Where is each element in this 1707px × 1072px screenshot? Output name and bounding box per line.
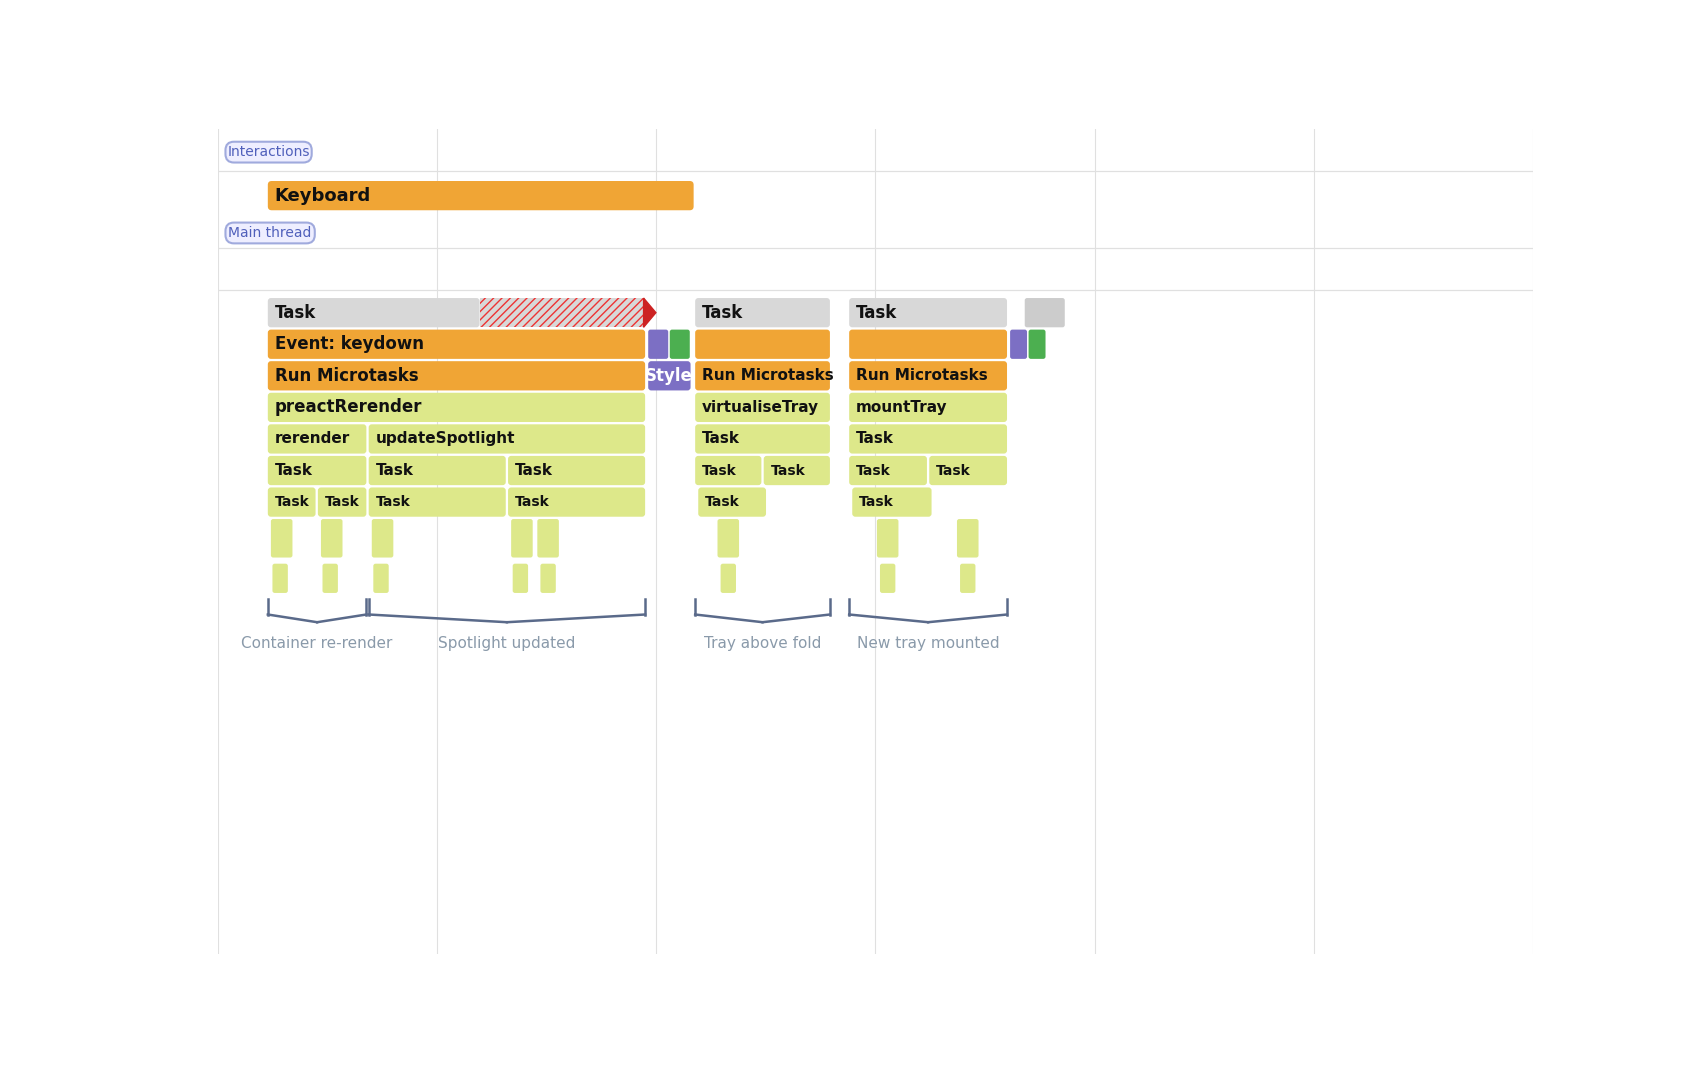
FancyBboxPatch shape bbox=[848, 392, 1007, 422]
FancyBboxPatch shape bbox=[268, 329, 645, 359]
FancyBboxPatch shape bbox=[956, 519, 978, 557]
FancyBboxPatch shape bbox=[649, 361, 690, 390]
FancyBboxPatch shape bbox=[848, 425, 1007, 453]
FancyBboxPatch shape bbox=[507, 456, 645, 486]
FancyBboxPatch shape bbox=[695, 392, 830, 422]
Text: Tray above fold: Tray above fold bbox=[703, 636, 821, 651]
FancyBboxPatch shape bbox=[268, 392, 645, 422]
FancyBboxPatch shape bbox=[695, 361, 830, 390]
Text: Task: Task bbox=[275, 303, 316, 322]
FancyBboxPatch shape bbox=[369, 456, 505, 486]
Text: Main thread: Main thread bbox=[229, 226, 312, 240]
Text: Task: Task bbox=[935, 463, 970, 477]
FancyBboxPatch shape bbox=[318, 488, 367, 517]
Text: Run Microtasks: Run Microtasks bbox=[702, 369, 833, 384]
Text: Run Microtasks: Run Microtasks bbox=[855, 369, 987, 384]
FancyBboxPatch shape bbox=[929, 456, 1007, 486]
FancyBboxPatch shape bbox=[374, 564, 389, 593]
Text: Keyboard: Keyboard bbox=[275, 187, 370, 205]
FancyBboxPatch shape bbox=[268, 298, 480, 327]
Text: Interactions: Interactions bbox=[227, 145, 309, 159]
FancyBboxPatch shape bbox=[225, 142, 312, 163]
FancyBboxPatch shape bbox=[695, 329, 830, 359]
Bar bbox=[480, 298, 645, 327]
Bar bbox=[480, 298, 645, 327]
Text: Task: Task bbox=[859, 495, 893, 509]
Text: Task: Task bbox=[516, 495, 550, 509]
Text: Run Microtasks: Run Microtasks bbox=[275, 367, 418, 385]
FancyBboxPatch shape bbox=[669, 329, 690, 359]
FancyBboxPatch shape bbox=[1009, 329, 1026, 359]
FancyBboxPatch shape bbox=[372, 519, 393, 557]
FancyBboxPatch shape bbox=[512, 564, 527, 593]
FancyBboxPatch shape bbox=[268, 361, 645, 390]
Text: virtualiseTray: virtualiseTray bbox=[702, 400, 819, 415]
Text: Task: Task bbox=[705, 495, 739, 509]
FancyBboxPatch shape bbox=[649, 329, 667, 359]
FancyBboxPatch shape bbox=[369, 425, 645, 453]
FancyBboxPatch shape bbox=[268, 425, 367, 453]
Text: Task: Task bbox=[702, 463, 736, 477]
FancyBboxPatch shape bbox=[848, 329, 1007, 359]
FancyBboxPatch shape bbox=[852, 488, 930, 517]
FancyBboxPatch shape bbox=[321, 519, 343, 557]
Text: Style: Style bbox=[645, 367, 693, 385]
Text: preactRerender: preactRerender bbox=[275, 399, 422, 416]
Text: Task: Task bbox=[516, 463, 553, 478]
FancyBboxPatch shape bbox=[225, 223, 314, 243]
Text: Task: Task bbox=[324, 495, 360, 509]
FancyBboxPatch shape bbox=[510, 519, 533, 557]
Text: Task: Task bbox=[770, 463, 806, 477]
Text: Task: Task bbox=[855, 303, 896, 322]
Text: updateSpotlight: updateSpotlight bbox=[376, 431, 516, 446]
Text: Task: Task bbox=[855, 431, 893, 446]
FancyBboxPatch shape bbox=[959, 564, 975, 593]
FancyBboxPatch shape bbox=[1024, 298, 1063, 327]
FancyBboxPatch shape bbox=[717, 519, 739, 557]
FancyBboxPatch shape bbox=[848, 298, 1007, 327]
FancyBboxPatch shape bbox=[1028, 329, 1045, 359]
Text: Event: keydown: Event: keydown bbox=[275, 336, 423, 354]
Text: Task: Task bbox=[376, 495, 410, 509]
Text: Task: Task bbox=[275, 495, 309, 509]
FancyBboxPatch shape bbox=[848, 456, 927, 486]
FancyBboxPatch shape bbox=[698, 488, 765, 517]
Text: Task: Task bbox=[702, 431, 739, 446]
FancyBboxPatch shape bbox=[876, 519, 898, 557]
Text: Spotlight updated: Spotlight updated bbox=[439, 636, 575, 651]
FancyBboxPatch shape bbox=[695, 456, 761, 486]
FancyBboxPatch shape bbox=[538, 519, 558, 557]
Text: Task: Task bbox=[275, 463, 312, 478]
Text: Container re-render: Container re-render bbox=[241, 636, 393, 651]
FancyBboxPatch shape bbox=[268, 456, 367, 486]
FancyBboxPatch shape bbox=[507, 488, 645, 517]
Text: rerender: rerender bbox=[275, 431, 350, 446]
FancyBboxPatch shape bbox=[273, 564, 288, 593]
FancyBboxPatch shape bbox=[763, 456, 830, 486]
FancyBboxPatch shape bbox=[695, 425, 830, 453]
FancyBboxPatch shape bbox=[268, 488, 316, 517]
Text: Task: Task bbox=[855, 463, 891, 477]
Text: New tray mounted: New tray mounted bbox=[857, 636, 999, 651]
FancyBboxPatch shape bbox=[323, 564, 338, 593]
Text: Task: Task bbox=[702, 303, 743, 322]
FancyBboxPatch shape bbox=[268, 181, 693, 210]
FancyBboxPatch shape bbox=[369, 488, 505, 517]
FancyBboxPatch shape bbox=[720, 564, 736, 593]
FancyBboxPatch shape bbox=[695, 298, 830, 327]
FancyBboxPatch shape bbox=[848, 361, 1007, 390]
Polygon shape bbox=[644, 298, 655, 327]
Text: Task: Task bbox=[376, 463, 413, 478]
FancyBboxPatch shape bbox=[539, 564, 555, 593]
FancyBboxPatch shape bbox=[271, 519, 292, 557]
Text: mountTray: mountTray bbox=[855, 400, 947, 415]
FancyBboxPatch shape bbox=[879, 564, 894, 593]
